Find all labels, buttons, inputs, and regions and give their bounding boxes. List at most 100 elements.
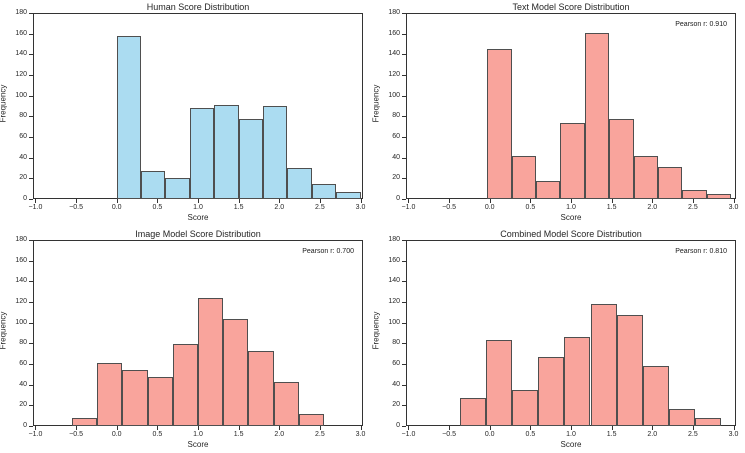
y-tick-mark <box>402 281 406 283</box>
y-tick-label: 40 <box>392 153 400 161</box>
histogram-bar <box>486 340 513 426</box>
x-tick-label: 2.5 <box>315 431 325 438</box>
y-tick-label: 180 <box>388 9 400 16</box>
x-tick-label: 3.0 <box>355 204 366 211</box>
y-tick-mark <box>402 260 406 262</box>
x-tick-label: 2.5 <box>688 431 698 438</box>
y-tick-label: 20 <box>19 401 27 409</box>
x-tick-mark <box>489 199 491 203</box>
y-tick-label: 40 <box>392 380 400 388</box>
x-tick-mark <box>157 426 159 430</box>
y-tick-mark <box>402 426 406 427</box>
histogram-bar <box>72 417 98 426</box>
y-tick-label: 40 <box>19 153 27 161</box>
y-tick-mark <box>29 95 33 97</box>
y-tick-label: 120 <box>15 71 27 78</box>
pearson-annotation: Pearson r: 0.700 <box>302 248 354 255</box>
histogram-bar <box>590 304 617 426</box>
x-tick-label: −1.0 <box>28 204 43 211</box>
histogram-bar <box>460 398 487 426</box>
x-tick-label: −0.5 <box>442 204 456 211</box>
y-tick-label: 0 <box>23 195 27 202</box>
x-tick-mark <box>652 426 654 430</box>
histogram-bar <box>682 189 707 199</box>
y-tick-mark <box>402 33 406 35</box>
histogram-bar <box>165 178 190 199</box>
x-tick-label: 1.5 <box>233 204 244 211</box>
y-tick-label: 0 <box>396 422 400 429</box>
y-tick-label: 60 <box>392 360 400 367</box>
x-tick-label: 3.0 <box>355 431 366 438</box>
x-tick-mark <box>692 426 694 430</box>
x-tick-mark <box>157 199 159 203</box>
x-tick-mark <box>652 199 654 203</box>
plot-title: Combined Model Score Distribution <box>500 229 642 239</box>
x-tick-label: 2.0 <box>274 431 285 438</box>
x-tick-mark <box>530 426 532 430</box>
y-axis-label: Frequency <box>0 311 8 350</box>
x-tick-label: 1.5 <box>606 431 617 438</box>
y-tick-mark <box>402 54 406 56</box>
x-tick-mark <box>238 199 240 203</box>
histogram-bar <box>223 318 249 426</box>
y-tick-label: 160 <box>388 29 400 37</box>
histogram-bar <box>511 155 537 199</box>
histogram-bar <box>564 337 591 426</box>
histogram-bar <box>584 32 610 199</box>
x-tick-mark <box>449 426 451 430</box>
x-tick-label: 2.0 <box>647 431 658 438</box>
y-tick-label: 20 <box>392 174 400 182</box>
x-tick-mark <box>692 199 694 203</box>
y-tick-mark <box>29 384 33 386</box>
y-tick-mark <box>29 75 33 76</box>
x-tick-label: 1.5 <box>606 204 617 211</box>
y-tick-label: 160 <box>15 29 27 37</box>
x-tick-label: 0.5 <box>525 431 536 438</box>
histogram-bar <box>248 350 274 426</box>
y-tick-mark <box>402 178 406 180</box>
histogram-bar <box>263 106 288 199</box>
x-axis-label: Score <box>187 213 209 222</box>
histogram-bar <box>122 370 148 426</box>
y-tick-label: 80 <box>19 112 27 120</box>
histogram-bar <box>141 171 166 199</box>
x-tick-label: 2.0 <box>647 204 658 211</box>
x-tick-mark <box>116 426 118 430</box>
subplot-human-score-distribution: Human Score Distribution Frequency Score… <box>0 0 372 226</box>
y-tick-label: 160 <box>388 256 400 264</box>
x-tick-mark <box>489 426 491 430</box>
y-tick-mark <box>29 240 33 241</box>
y-tick-label: 0 <box>396 195 400 202</box>
x-tick-mark <box>76 199 78 203</box>
histogram-bar <box>642 366 669 426</box>
y-tick-mark <box>29 260 33 262</box>
y-tick-label: 40 <box>19 380 27 388</box>
y-tick-label: 20 <box>392 401 400 409</box>
histogram-bar <box>512 389 539 426</box>
y-tick-mark <box>29 405 33 407</box>
y-tick-label: 100 <box>388 318 400 326</box>
histogram-bar <box>97 362 123 426</box>
x-tick-label: 3.0 <box>728 204 739 211</box>
x-tick-mark <box>408 426 410 430</box>
histogram-bar <box>336 191 361 199</box>
x-tick-mark <box>530 199 532 203</box>
x-tick-label: −0.5 <box>442 431 456 438</box>
histogram-bar <box>198 297 224 426</box>
x-tick-label: 1.5 <box>233 431 244 438</box>
x-tick-label: 0.0 <box>484 204 495 211</box>
y-tick-mark <box>29 54 33 56</box>
x-tick-label: 0.0 <box>111 204 122 211</box>
x-axis-label: Score <box>560 440 582 449</box>
x-tick-label: 2.5 <box>315 204 325 211</box>
x-tick-label: 0.5 <box>152 204 163 211</box>
plot-title: Image Model Score Distribution <box>135 229 261 239</box>
x-tick-mark <box>319 426 321 430</box>
y-tick-label: 80 <box>392 339 400 347</box>
x-tick-mark <box>116 199 118 203</box>
x-tick-mark <box>198 199 199 203</box>
y-axis-label: Frequency <box>371 84 381 123</box>
x-axis-label: Score <box>560 213 582 222</box>
y-tick-label: 60 <box>19 360 27 367</box>
